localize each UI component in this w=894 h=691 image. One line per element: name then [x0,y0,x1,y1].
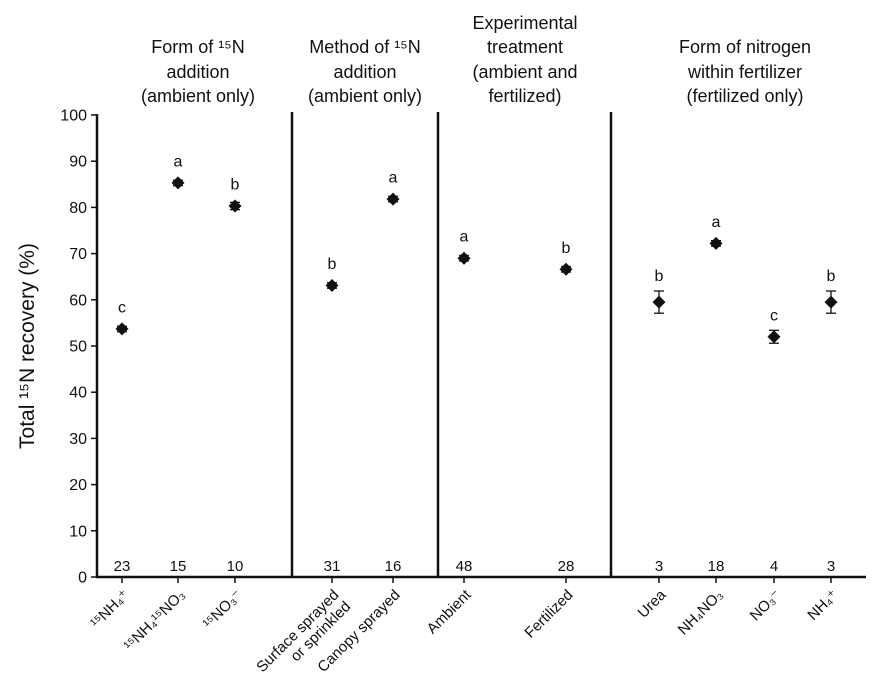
panel-title-line: (fertilized only) [686,86,803,106]
data-point: a 18 [708,214,725,575]
data-point: b 31 [324,256,341,575]
category-label-line: ¹⁵NO₃⁻ [200,587,246,633]
significance-letter: a [460,229,469,246]
panel-title-line: (ambient and [472,62,577,82]
diamond-marker [171,176,185,190]
diamond-marker [228,199,242,213]
panel-title-line: treatment [487,37,563,57]
y-axis-title: Total ¹⁵N recovery (%) [16,243,39,449]
data-point: b 28 [558,240,575,575]
data-point: a 15 [170,153,187,575]
panel-title-line: (ambient only) [141,86,255,106]
sample-size-label: 4 [770,558,778,575]
category-label-line: Ambient [424,586,476,638]
category-label: Ambient [424,586,476,638]
diamond-marker [115,322,129,336]
category-label-line: NO₃⁻ [747,587,785,625]
category-label-line: NH₄NO₃ [675,587,727,639]
panel-title-line: Experimental [472,13,577,33]
diamond-marker [325,278,339,292]
data-point: b3 [652,268,666,575]
significance-letter: c [118,299,126,316]
diamond-marker [457,251,471,265]
category-label: NO₃⁻ [747,587,785,625]
sample-size-label: 31 [324,558,341,575]
significance-letter: a [389,170,398,187]
y-tick-label: 10 [69,523,87,540]
category-label-line: ¹⁵NH₄⁺ [87,587,132,632]
category-label: ¹⁵NH₄⁺ [87,587,132,632]
y-tick-label: 60 [69,292,87,309]
significance-letter: a [712,214,721,231]
y-tick-label: 80 [69,200,87,217]
category-label: Surface sprayedor sprinkled [253,587,354,688]
significance-letter: b [328,256,337,273]
panel-title-line: fertilized) [488,86,561,106]
y-tick-label: 50 [69,339,87,356]
y-axis: 0 10 20 30 40 50 60 70 80 90 100 [60,108,866,587]
sample-size-label: 3 [827,558,835,575]
y-tick-label: 90 [69,154,87,171]
diamond-marker [767,330,781,344]
category-label: Urea [635,586,670,621]
data-point: b3 [824,268,838,575]
significance-letter: b [655,268,664,285]
sample-size-label: 28 [558,558,575,575]
diamond-marker [709,236,723,250]
panel-dividers [290,112,613,577]
data-point: c 23 [114,299,131,575]
sample-size-label: 15 [170,558,187,575]
sample-size-label: 18 [708,558,725,575]
data-point: b 10 [227,177,244,575]
data-point: c4 [767,307,781,575]
panel-title-line: addition [333,62,396,82]
y-tick-label: 0 [78,570,87,587]
sample-size-label: 23 [114,558,131,575]
data-point: a 16 [385,170,402,575]
sample-size-label: 3 [655,558,663,575]
category-label: ¹⁵NH₄¹⁵NO₃ [121,587,189,655]
significance-letter: b [562,240,571,257]
category-label: Fertilized [521,587,576,642]
y-tick-label: 70 [69,246,87,263]
panel-title-line: Form of ¹⁵N [151,37,244,57]
significance-letter: c [770,307,778,324]
category-label-line: ¹⁵NH₄¹⁵NO₃ [121,587,189,655]
y-tick-label: 20 [69,477,87,494]
category-label: NH₄NO₃ [675,587,727,639]
significance-letter: a [174,153,183,170]
sample-size-label: 16 [385,558,402,575]
y-tick-label: 100 [60,108,87,125]
sample-size-label: 10 [227,558,244,575]
data-point: a 48 [456,229,473,575]
category-label-line: Urea [635,586,670,621]
y-tick-label: 40 [69,385,87,402]
diamond-marker [652,295,666,309]
diamond-marker [386,192,400,206]
category-label-line: Fertilized [521,587,576,642]
panel-title-line: addition [166,62,229,82]
sample-size-label: 48 [456,558,473,575]
diamond-marker [824,295,838,309]
significance-letter: b [827,268,836,285]
category-label: ¹⁵NO₃⁻ [200,587,246,633]
panel-title-line: (ambient only) [308,86,422,106]
significance-letter: b [231,177,240,194]
panel-title-line: Form of nitrogen [679,37,811,57]
category-label-line: NH₄⁺ [804,587,841,624]
category-label: NH₄⁺ [804,587,841,624]
panel-title-line: Method of ¹⁵N [309,37,421,57]
diamond-marker [559,262,573,276]
panel-titles: Form of ¹⁵N addition (ambient only) Method … [141,13,811,106]
y-tick-label: 30 [69,431,87,448]
panel-title-line: within fertilizer [687,62,802,82]
category-labels: ¹⁵NH₄⁺¹⁵NH₄¹⁵NO₃ ¹⁵NO₃⁻ Surface sprayedor … [87,577,842,688]
